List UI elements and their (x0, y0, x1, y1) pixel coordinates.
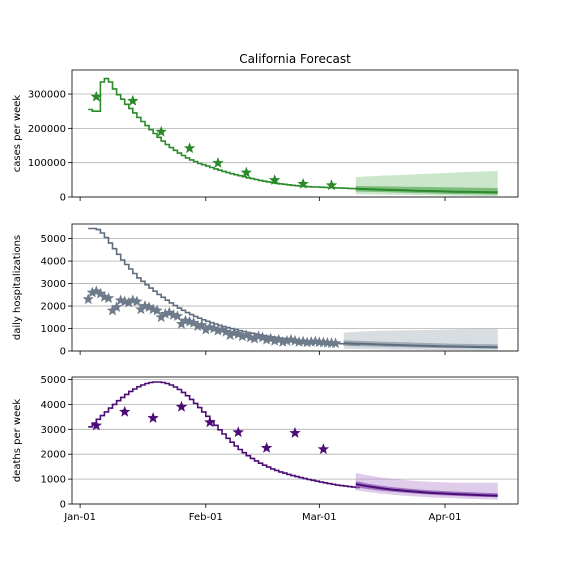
observed-star (102, 292, 115, 303)
y-tick-label: 2000 (41, 302, 66, 313)
observed-star (192, 320, 204, 332)
figure-title: California Forecast (239, 52, 351, 66)
model-step-line (88, 227, 360, 346)
observed-star (277, 336, 289, 347)
forecast-median-line (355, 187, 498, 194)
observed-star (159, 307, 171, 319)
observed-star (232, 328, 244, 339)
observed-star (269, 334, 281, 346)
observed-star (329, 337, 342, 349)
observed-star (110, 301, 123, 312)
observed-star (301, 336, 313, 348)
observed-star (175, 400, 188, 412)
observed-star (220, 325, 232, 337)
observed-star (171, 310, 184, 321)
observed-star (281, 334, 293, 346)
observed-star (305, 336, 317, 347)
y-tick-label: 200000 (28, 124, 66, 135)
observed-star (289, 427, 301, 438)
observed-star (216, 323, 228, 335)
observed-star (187, 316, 200, 328)
observed-star (317, 443, 330, 455)
observed-star (196, 319, 208, 330)
observed-star (200, 323, 212, 335)
panel-cases: 0 100000 200000 300000 cases per week (12, 69, 519, 204)
observed-star (143, 301, 155, 312)
observed-star (90, 285, 102, 297)
observed-star (240, 329, 253, 341)
observed-star (269, 174, 281, 185)
x-tick-label: Mar-01 (302, 512, 337, 523)
y-axis-label: cases per week (12, 95, 23, 173)
observed-star (147, 412, 159, 423)
observed-star (119, 405, 131, 417)
y-axis-label: deaths per week (12, 399, 23, 483)
observed-star (236, 330, 248, 342)
x-tick-label: Feb-01 (189, 512, 223, 523)
observed-star (208, 322, 220, 334)
x-tick-label: Jan-01 (63, 512, 96, 523)
model-step-line (88, 77, 360, 190)
model-step-line (88, 381, 360, 489)
plot-frame (71, 376, 519, 505)
observed-star (123, 296, 135, 308)
observed-star (273, 333, 285, 345)
observed-star (183, 142, 196, 154)
y-tick-label: 3000 (41, 425, 66, 436)
observed-star (131, 295, 143, 307)
y-tick-label: 1000 (41, 324, 66, 335)
y-tick-label: 100000 (28, 158, 66, 169)
observed-star (135, 303, 147, 315)
observed-star (240, 166, 253, 178)
panel-hospitalizations: 0 1000 2000 3000 4000 5000 daily hospitalizati… (12, 223, 519, 358)
observed-star (325, 179, 338, 191)
y-tick-label: 0 (60, 347, 66, 358)
observed-star (86, 286, 98, 298)
forecast-median-line (343, 342, 498, 349)
y-tick-label: 5000 (41, 234, 66, 245)
y-tick-label: 3000 (41, 279, 66, 290)
observed-star (224, 329, 236, 341)
y-tick-label: 4000 (41, 257, 66, 268)
observed-star (151, 304, 163, 316)
observed-star (260, 442, 273, 453)
observed-star (106, 304, 119, 316)
observed-star (265, 332, 277, 344)
observed-star (293, 336, 305, 347)
y-tick-label: 0 (60, 193, 66, 204)
observed-star (163, 306, 175, 318)
observed-star (204, 416, 216, 428)
observed-star (212, 157, 224, 168)
y-tick-label: 4000 (41, 400, 66, 411)
observed-star (248, 332, 261, 344)
panel-deaths: 0 1000 2000 3000 4000 5000 Jan-01 Feb-01 Mar-01 A… (12, 375, 519, 523)
plot-frame (71, 223, 519, 352)
observed-star (155, 311, 167, 323)
x-tick-label: Apr-01 (429, 512, 462, 523)
plot-frame (71, 69, 519, 198)
observed-star (297, 178, 309, 189)
observed-star (260, 333, 273, 345)
y-tick-label: 0 (60, 500, 66, 511)
observed-star (212, 324, 224, 336)
forecast-median-line (355, 483, 498, 497)
y-axis-label: daily hospitalizations (12, 235, 23, 340)
observed-star (256, 331, 269, 343)
observed-star (232, 426, 244, 438)
y-tick-label: 300000 (28, 90, 66, 101)
observed-star (175, 318, 188, 329)
observed-star (90, 419, 102, 431)
observed-star (155, 125, 167, 137)
observed-star (82, 293, 94, 305)
observed-star (94, 287, 107, 299)
y-tick-label: 2000 (41, 450, 66, 461)
forecast-band-inner (355, 481, 498, 498)
observed-star (127, 94, 139, 106)
y-tick-label: 1000 (41, 475, 66, 486)
observed-star (90, 90, 102, 102)
y-tick-label: 5000 (41, 375, 66, 386)
